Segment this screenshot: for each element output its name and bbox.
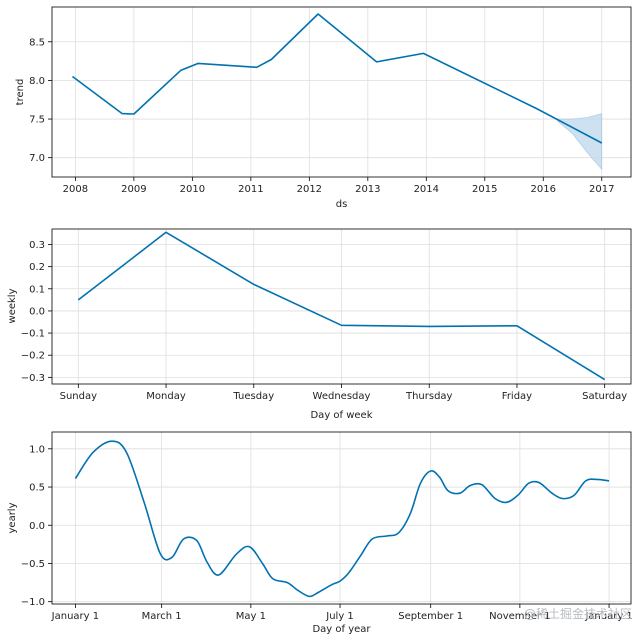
x-tick-label: Saturday: [582, 391, 627, 402]
yearly-panel: January 1 March 1 May 1 July 1 September 1 No…: [7, 431, 633, 635]
x-axis-title: ds: [336, 199, 348, 210]
x-tick-label: January 1: [584, 611, 632, 622]
y-tick-label: 0.2: [29, 262, 45, 273]
y-tick-label: −0.2: [21, 351, 45, 362]
y-tick-label: 7.0: [29, 153, 45, 164]
yearly-series-line: [74, 440, 610, 598]
y-tick-label: −0.3: [21, 373, 45, 384]
trend-series-line: [72, 13, 603, 144]
y-tick-label: −0.1: [21, 329, 45, 340]
x-tick-label: January 1: [51, 611, 99, 622]
y-tick-label: 1.0: [29, 444, 45, 455]
x-tick-label: Tuesday: [232, 391, 274, 402]
weekly-panel: Sunday Monday Tuesday Wednesday Thursday Frid…: [7, 228, 632, 421]
uncertainty-band: [557, 113, 603, 171]
x-tick-label: 2008: [63, 184, 88, 195]
axes-frame: [51, 6, 632, 178]
x-tick-label: 2011: [238, 184, 263, 195]
y-tick-label: 7.5: [29, 115, 45, 126]
y-tick-label: 8.0: [29, 76, 45, 87]
y-tick-label: 0.3: [29, 240, 45, 251]
x-tick-label: 2016: [531, 184, 556, 195]
x-tick-label: March 1: [142, 611, 182, 622]
axes-frame: [51, 431, 632, 605]
trend-panel: 2008 2009 2010 2011 2012 2013 2014 2015 2016 2017…: [15, 6, 632, 210]
y-tick-label: 0.5: [29, 483, 45, 494]
y-tick-label: 0.0: [29, 306, 45, 317]
x-axis-title: Day of week: [310, 410, 372, 421]
y-tick-label: 8.5: [29, 37, 45, 48]
x-tick-label: Friday: [502, 391, 532, 402]
y-axis-title: weekly: [7, 288, 18, 323]
y-tick-label: −1.0: [21, 597, 45, 608]
x-tick-label: 2017: [589, 184, 614, 195]
x-tick-label: July 1: [325, 611, 354, 622]
x-tick-label: Wednesday: [313, 391, 371, 402]
y-tick-label: −0.5: [21, 559, 45, 570]
y-axis-title: yearly: [7, 502, 18, 533]
weekly-series-line: [77, 231, 606, 381]
x-tick-label: 2015: [472, 184, 497, 195]
x-tick-label: September 1: [398, 611, 463, 622]
x-tick-label: Monday: [146, 391, 186, 402]
x-tick-label: Sunday: [60, 391, 97, 402]
x-tick-label: 2012: [297, 184, 322, 195]
y-tick-label: 0.1: [29, 284, 45, 295]
x-tick-label: 2014: [414, 184, 439, 195]
x-tick-label: 2013: [355, 184, 380, 195]
x-tick-label: May 1: [236, 611, 266, 622]
x-axis-title: Day of year: [312, 624, 371, 635]
x-tick-label: November 1: [489, 611, 551, 622]
x-tick-label: Thursday: [405, 391, 453, 402]
x-tick-label: 2009: [121, 184, 146, 195]
watermark-text: @稀土掘金技术社区: [524, 606, 632, 621]
x-tick-label: 2010: [180, 184, 205, 195]
y-tick-label: 0.0: [29, 521, 45, 532]
y-axis-title: trend: [15, 79, 26, 106]
